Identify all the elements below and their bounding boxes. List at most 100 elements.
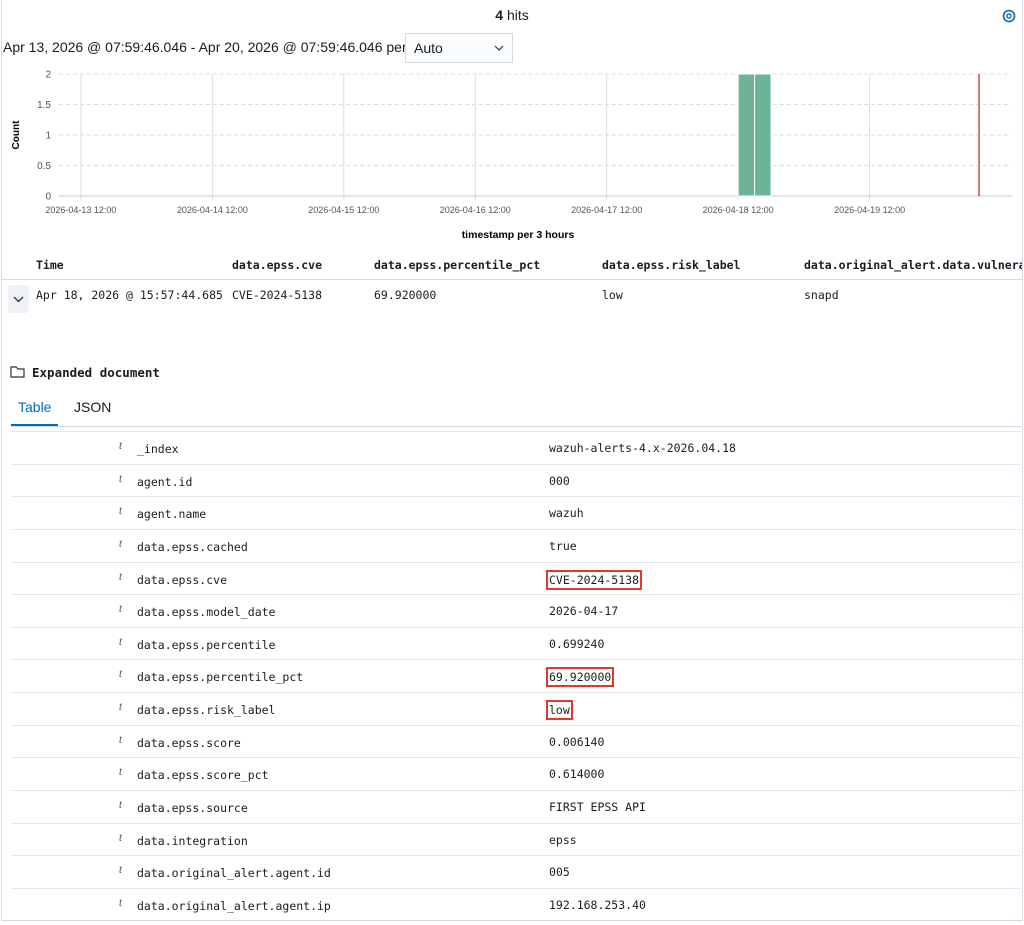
x-axis-label: timestamp per 3 hours (462, 229, 575, 241)
row-border (11, 757, 1021, 759)
interval-select-value: Auto (414, 40, 443, 56)
expanded-title: Expanded document (32, 365, 160, 380)
field-type: t (119, 473, 122, 485)
field-value: FIRST EPSS API (549, 800, 646, 815)
interval-select[interactable]: Auto (405, 33, 513, 63)
cell: low (602, 288, 623, 302)
row-border (11, 594, 1021, 596)
time-range-text: Apr 13, 2026 @ 07:59:46.046 - Apr 20, 20… (3, 39, 383, 55)
time-range: Apr 13, 2026 @ 07:59:46.046 - Apr 20, 20… (3, 39, 407, 55)
field-type: t (119, 604, 122, 616)
x-tick-label: 2026-04-15 12:00 (308, 205, 379, 215)
field-type: t (119, 832, 122, 844)
bar (754, 73, 772, 197)
document-table: t _index wazuh-alerts-4.x-2026.04.18 t agent… (11, 431, 1021, 920)
y-axis-label: Count (11, 120, 22, 150)
row-border (11, 724, 1021, 726)
field-value: 005 (549, 865, 570, 880)
row-border (11, 463, 1021, 465)
expand-button[interactable] (8, 285, 29, 313)
field-type: t (119, 865, 122, 877)
field-type: t (119, 441, 122, 452)
field-value: 0.699240 (549, 636, 605, 651)
x-tick-label: 2026-04-19 12:00 (834, 205, 905, 215)
cell: 69.920000 (374, 288, 437, 302)
field-value: true (549, 538, 577, 553)
field-name: data.original_alert.agent.ip (137, 898, 331, 913)
field-value: CVE-2024-5138 (546, 569, 643, 590)
field-type: t (119, 702, 122, 714)
results-table: Time data.epss.cve data.epss.percentile_pc… (2, 252, 1022, 322)
field-value: 0.006140 (549, 734, 605, 749)
hits: 4 hits (2, 7, 1022, 23)
field-value: 69.920000 (546, 667, 615, 688)
field-value: 0.614000 (549, 767, 605, 782)
column-header: data.original_alert.data.vulnerab (804, 258, 1022, 272)
field-value: epss (549, 832, 577, 847)
bar (737, 73, 756, 197)
row-border (11, 431, 1021, 432)
cell: Apr 18, 2026 @ 15:57:44.685 (36, 288, 223, 302)
field-type: t (119, 897, 122, 909)
hits-count: 4 (495, 7, 504, 23)
tab[interactable]: Table (11, 399, 59, 426)
y-tick-label: 1 (45, 131, 51, 142)
x-tick-label: 2026-04-13 12:00 (45, 205, 116, 215)
chevron (494, 45, 504, 51)
cell: CVE-2024-5138 (232, 288, 323, 302)
row-border (11, 790, 1021, 792)
field-name: agent.id (137, 474, 193, 489)
field-name: data.epss.cached (137, 539, 248, 554)
header-border (2, 279, 1022, 280)
histogram: Count 0 0.5 1 1.5 2 2026-04-13 12:00 2026-04-14… (11, 70, 1012, 241)
column-header: Time (36, 258, 64, 272)
field-name: data.original_alert.agent.id (137, 866, 331, 881)
field-value: 192.168.253.40 (549, 897, 646, 912)
chevron (13, 296, 24, 303)
field-name: data.epss.source (137, 801, 248, 816)
row-border (11, 496, 1021, 498)
field-type: t (119, 506, 122, 518)
x-tick-label: 2026-04-14 12:00 (177, 205, 248, 215)
hits-label: hits (506, 7, 529, 23)
tab[interactable]: JSON (74, 399, 112, 415)
row-border (11, 855, 1021, 857)
field-type: t (119, 636, 122, 648)
field-value: 2026-04-17 (549, 604, 619, 619)
x-tick-label: 2026-04-17 12:00 (571, 205, 642, 215)
field-name: data.epss.percentile (137, 637, 276, 652)
row-border (11, 822, 1021, 824)
tabs: Table JSON (11, 398, 1021, 427)
row-border (11, 659, 1021, 661)
field-type: t (119, 669, 122, 681)
field-type: t (119, 538, 122, 550)
column-header: data.epss.percentile_pct (374, 258, 541, 272)
row-border (11, 887, 1021, 889)
field-type: t (119, 571, 122, 583)
field-name: data.integration (137, 833, 248, 848)
field-name: agent.name (137, 507, 207, 522)
y-tick-label: 2 (45, 70, 51, 81)
row-border (11, 626, 1021, 628)
field-value: 000 (549, 473, 570, 488)
field-name: data.epss.model_date (137, 605, 276, 620)
row-border (11, 528, 1021, 530)
column-header: data.epss.cve (232, 258, 323, 272)
field-name: data.epss.cve (137, 572, 228, 587)
field-value: wazuh-alerts-4.x-2026.04.18 (549, 441, 736, 455)
field-name: data.epss.risk_label (137, 703, 276, 718)
field-name: data.epss.percentile_pct (137, 670, 304, 685)
field-name: _index (137, 442, 179, 456)
x-tick-label: 2026-04-16 12:00 (440, 205, 511, 215)
interval-label: per (386, 39, 407, 55)
x-tick-label: 2026-04-18 12:00 (703, 205, 774, 215)
settings-icon[interactable] (1000, 7, 1018, 25)
row-border (11, 561, 1021, 563)
y-tick-label: 0.5 (37, 161, 51, 172)
column-header: data.epss.risk_label (602, 258, 741, 272)
field-name: data.epss.score (137, 735, 241, 750)
y-tick-label: 0 (45, 192, 51, 203)
field-type: t (119, 767, 122, 779)
field-type: t (119, 734, 122, 746)
